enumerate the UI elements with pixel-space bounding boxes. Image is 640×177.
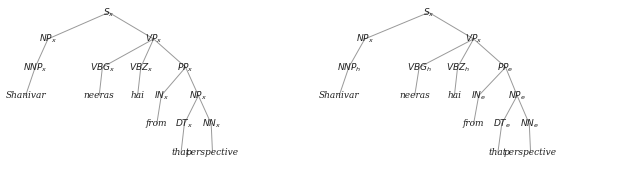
Text: $VBZ_x$: $VBZ_x$ — [129, 61, 153, 73]
Text: $DT_e$: $DT_e$ — [493, 118, 511, 130]
Text: perspective: perspective — [186, 148, 239, 157]
Text: Shanivar: Shanivar — [5, 91, 46, 100]
Text: $S_x$: $S_x$ — [103, 6, 115, 19]
Text: $VBG_x$: $VBG_x$ — [90, 61, 115, 73]
Text: that: that — [489, 148, 507, 157]
Text: $VP_x$: $VP_x$ — [465, 33, 483, 45]
Text: $NP_e$: $NP_e$ — [508, 89, 526, 102]
Text: hai: hai — [447, 91, 461, 100]
Text: $VBZ_h$: $VBZ_h$ — [445, 61, 470, 73]
Text: $NP_x$: $NP_x$ — [39, 33, 57, 45]
Text: $S_x$: $S_x$ — [423, 6, 435, 19]
Text: $VP_x$: $VP_x$ — [145, 33, 163, 45]
Text: $NN_e$: $NN_e$ — [520, 118, 539, 130]
Text: $DT_x$: $DT_x$ — [175, 118, 193, 130]
Text: $IN_x$: $IN_x$ — [154, 89, 169, 102]
Text: that: that — [172, 148, 190, 157]
Text: $VBG_h$: $VBG_h$ — [407, 61, 431, 73]
Text: Shanivar: Shanivar — [319, 91, 360, 100]
Text: $PP_x$: $PP_x$ — [177, 61, 194, 73]
Text: from: from — [463, 119, 484, 128]
Text: $NP_x$: $NP_x$ — [189, 89, 207, 102]
Text: $NNP_x$: $NNP_x$ — [23, 61, 47, 73]
Text: $NP_x$: $NP_x$ — [356, 33, 374, 45]
Text: neeras: neeras — [399, 91, 430, 100]
Text: perspective: perspective — [504, 148, 557, 157]
Text: neeras: neeras — [84, 91, 115, 100]
Text: $NN_x$: $NN_x$ — [202, 118, 221, 130]
Text: $PP_e$: $PP_e$ — [497, 61, 514, 73]
Text: hai: hai — [131, 91, 145, 100]
Text: $IN_e$: $IN_e$ — [471, 89, 486, 102]
Text: $NNP_h$: $NNP_h$ — [337, 61, 361, 73]
Text: from: from — [146, 119, 168, 128]
